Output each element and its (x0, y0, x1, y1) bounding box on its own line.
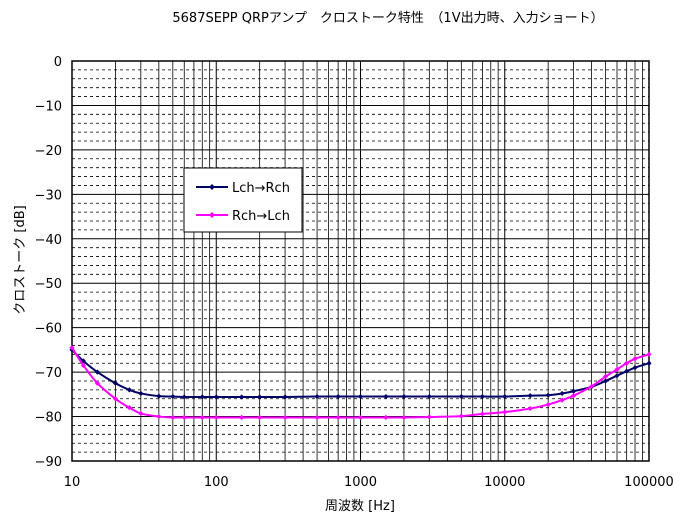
legend-label: Lch→Rch (232, 181, 290, 196)
data-point (156, 413, 162, 420)
data-point (383, 414, 389, 421)
data-point (458, 413, 464, 419)
legend-label: Rch→Lch (232, 209, 290, 224)
data-point (239, 414, 245, 421)
data-point (282, 394, 288, 400)
data-point (624, 368, 630, 374)
data-point (69, 345, 75, 351)
data-point (257, 394, 263, 400)
data-point (570, 388, 577, 394)
data-point (646, 360, 652, 366)
data-point (94, 369, 101, 375)
data-point (199, 414, 205, 421)
legend-marker (209, 212, 215, 218)
data-point (112, 396, 119, 402)
data-point (335, 393, 341, 400)
y-tick-label: −20 (35, 144, 62, 159)
data-point (181, 414, 187, 421)
y-tick-label: −10 (35, 99, 62, 114)
y-tick-label: −70 (35, 366, 62, 381)
legend-box (183, 167, 303, 233)
data-point (426, 414, 432, 420)
data-point (624, 360, 630, 366)
data-point (502, 393, 508, 400)
y-tick-label: −40 (35, 233, 62, 248)
data-point (156, 393, 162, 399)
y-tick-label: −80 (35, 411, 62, 426)
grid (71, 60, 649, 462)
data-point (479, 411, 486, 417)
data-point (213, 414, 219, 421)
data-point (602, 373, 609, 380)
data-point (357, 414, 364, 421)
data-point (614, 373, 620, 379)
data-point (632, 365, 638, 371)
data-point (138, 390, 144, 397)
data-point (570, 393, 577, 399)
data-point (401, 393, 407, 400)
data-point (426, 393, 432, 400)
x-tick-label: 1000 (344, 475, 377, 490)
data-point (335, 414, 341, 421)
data-point (170, 393, 176, 400)
plot-area (71, 60, 650, 462)
y-tick-label: 0 (54, 55, 62, 70)
data-point (138, 410, 144, 417)
data-point (559, 397, 565, 403)
data-point (94, 380, 101, 386)
data-point (545, 392, 551, 398)
data-point (181, 394, 187, 400)
data-point (602, 378, 609, 384)
data-point (126, 387, 133, 393)
data-point (170, 414, 176, 421)
y-tick-label: −60 (35, 322, 62, 337)
y-axis-label: クロストーク [dB] (13, 205, 28, 314)
legend-marker (209, 184, 215, 190)
x-tick-label: 10 (64, 475, 81, 490)
data-point (614, 366, 620, 373)
series-layer (69, 345, 652, 421)
x-axis-label: 周波数 [Hz] (325, 499, 395, 514)
data-point (199, 394, 205, 400)
y-tick-label: −30 (35, 188, 62, 203)
data-point (257, 414, 263, 421)
data-point (314, 414, 320, 421)
x-tick-label: 100 (204, 475, 229, 490)
data-point (126, 405, 133, 411)
y-tick-label: −90 (35, 455, 62, 470)
data-point (458, 393, 464, 400)
data-point (479, 393, 486, 400)
chart-title: 5687SEPP QRPアンプ クロストーク特性 （1V出力時、入力ショート） (172, 11, 603, 26)
data-point (383, 393, 389, 400)
legend: Lch→Rch Rch→Lch (183, 167, 303, 233)
data-point (527, 405, 533, 412)
data-point (527, 393, 533, 399)
data-point (545, 401, 551, 408)
data-point (314, 393, 320, 400)
data-point (282, 414, 288, 421)
data-point (80, 362, 87, 369)
data-point (213, 394, 219, 400)
tick-labels: 10 100 1000 10000 100000 0 −10 −20 −30 −40 −50 −60 −… (35, 55, 674, 490)
data-point (357, 393, 364, 400)
data-point (559, 390, 565, 397)
data-point (112, 380, 119, 386)
data-point (632, 356, 638, 362)
data-point (401, 414, 407, 421)
x-tick-label: 100000 (624, 475, 674, 490)
data-point (239, 394, 245, 400)
x-tick-label: 10000 (484, 475, 525, 490)
y-tick-label: −50 (35, 277, 62, 292)
data-point (646, 351, 652, 357)
data-point (502, 409, 508, 415)
data-point (588, 383, 595, 389)
series-2 (69, 345, 652, 421)
